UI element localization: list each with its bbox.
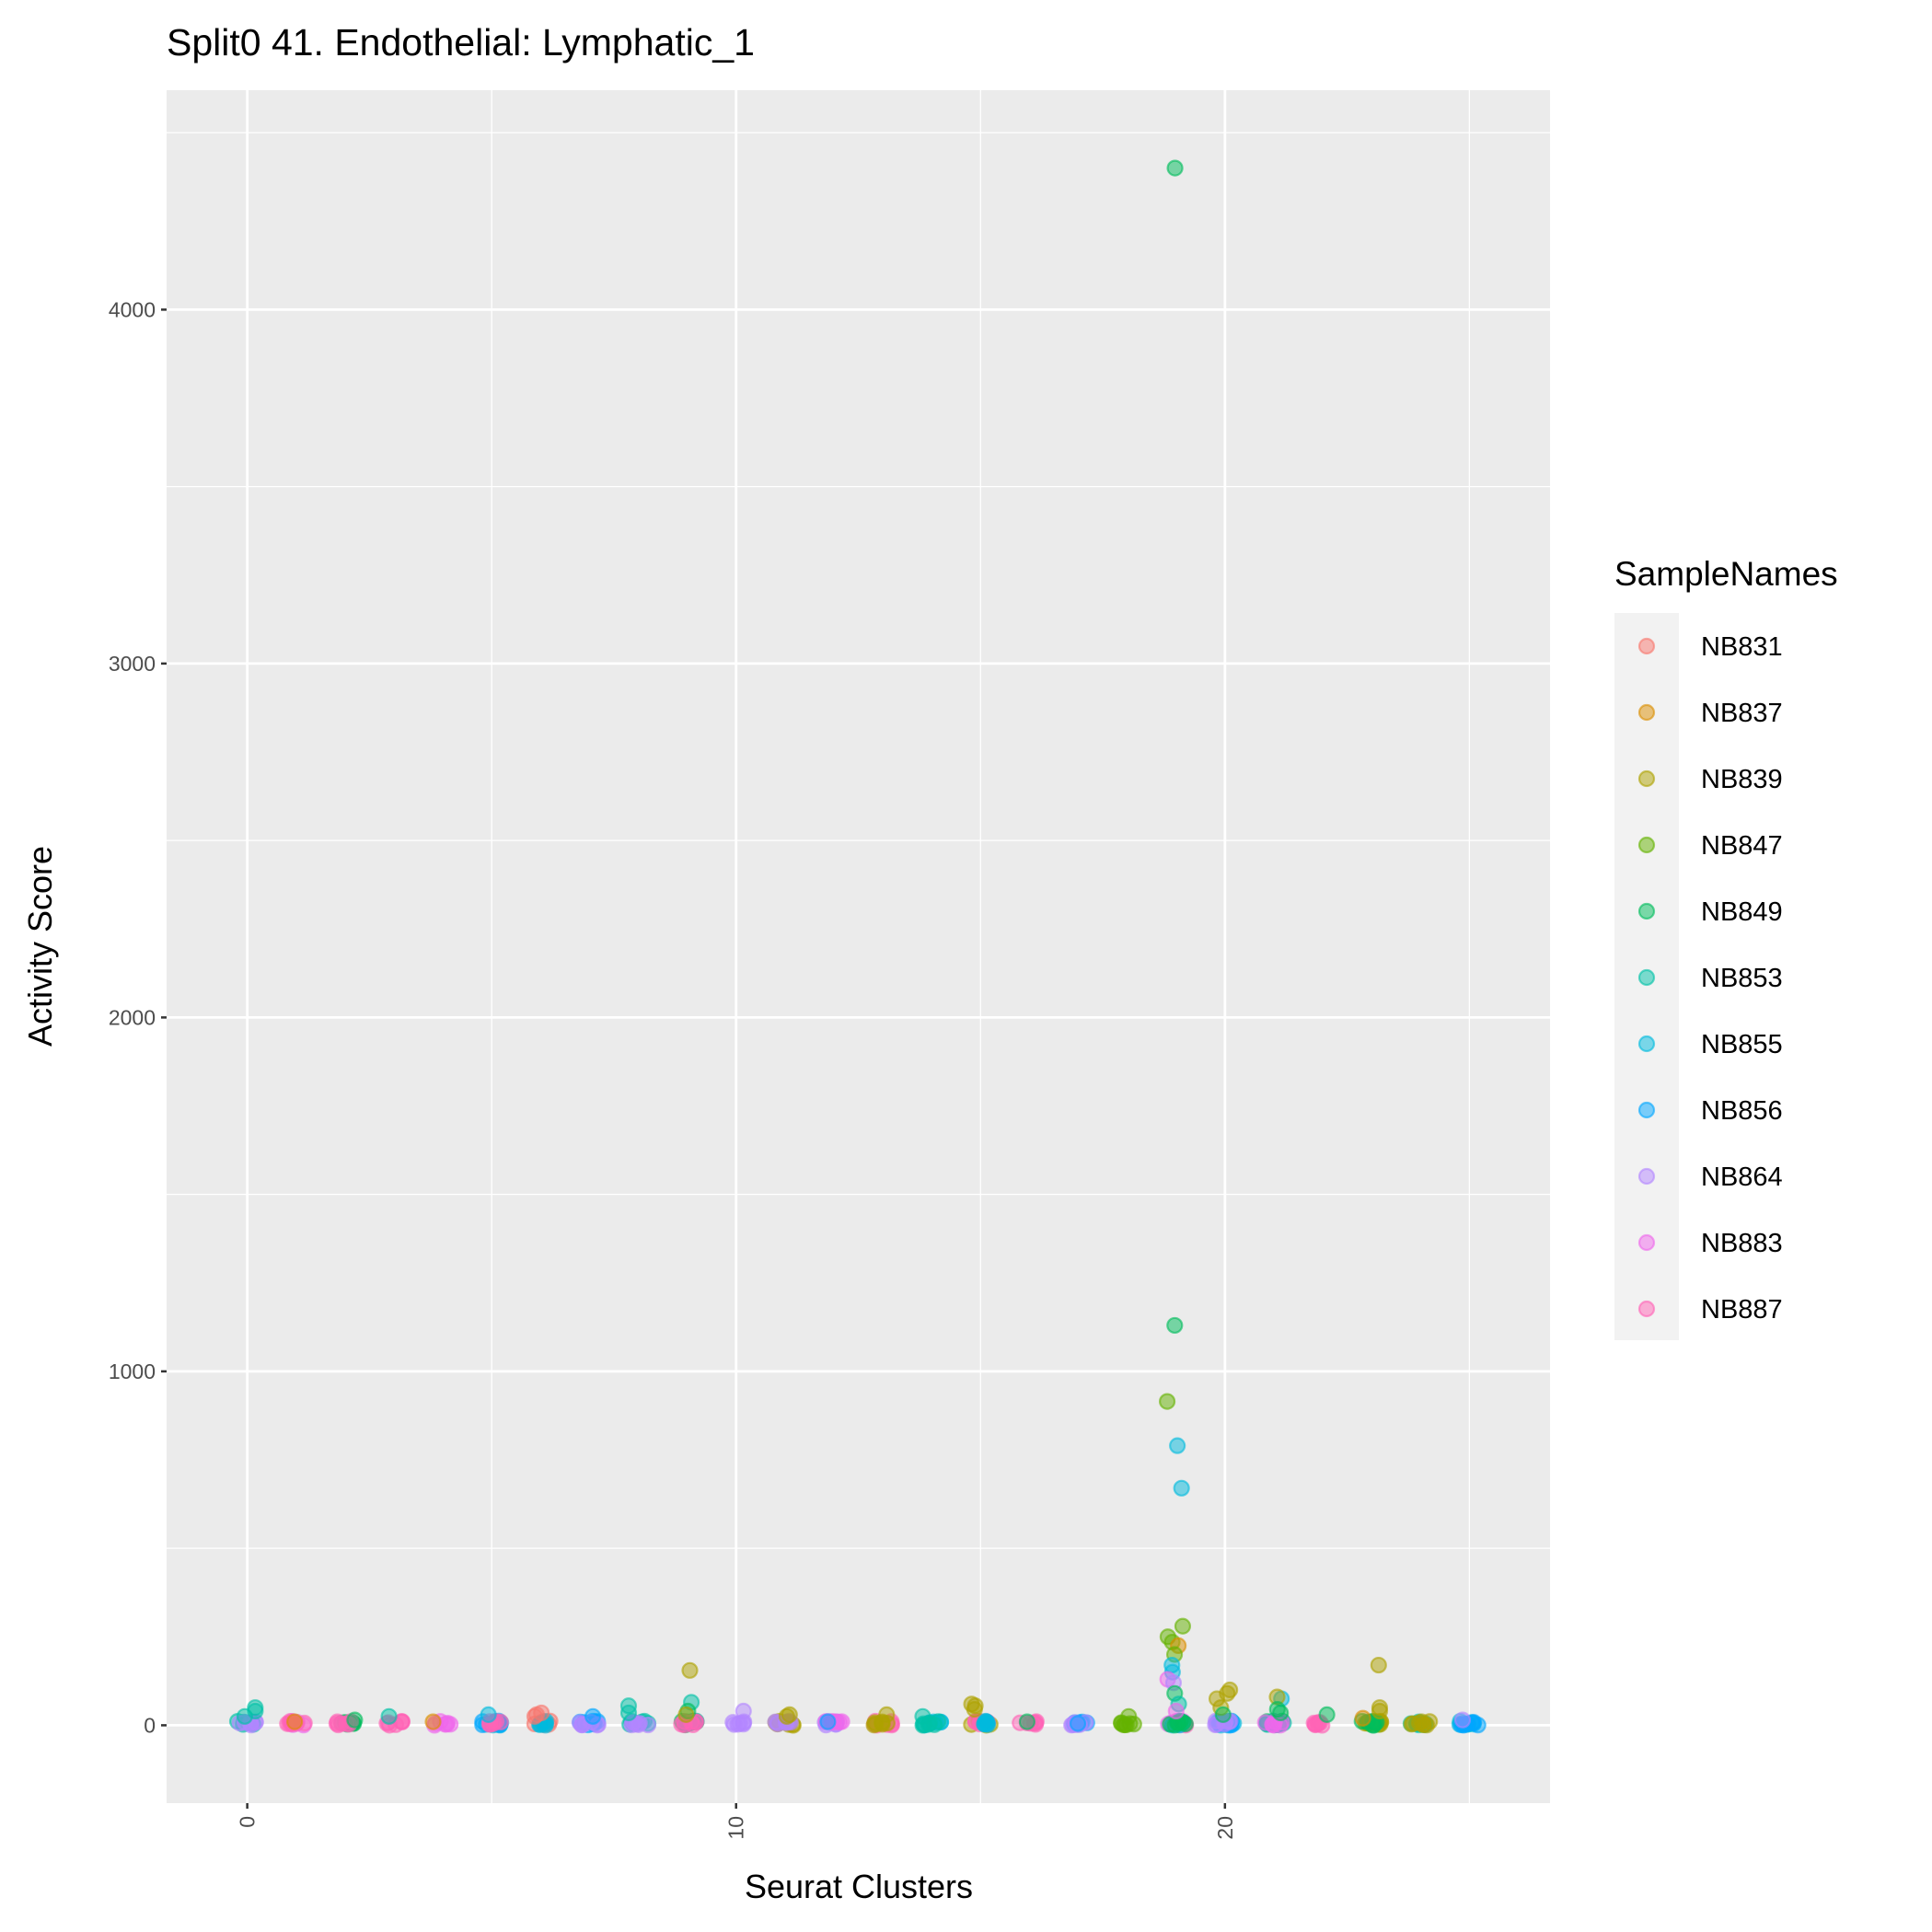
- y-tick-label: 4000: [109, 297, 156, 321]
- data-points: [228, 159, 1487, 1734]
- legend-label: NB883: [1701, 1229, 1783, 1258]
- data-point: [677, 1706, 695, 1723]
- data-point-bulk: [628, 1715, 645, 1733]
- data-point: [1371, 1702, 1389, 1720]
- y-axis-label: Activity Score: [21, 846, 59, 1047]
- legend-key-nb883: [1637, 1233, 1656, 1252]
- data-point: [1174, 1617, 1192, 1635]
- data-point: [1166, 159, 1184, 177]
- x-axis-label: Seurat Clusters: [745, 1868, 973, 1905]
- data-point: [1318, 1706, 1336, 1723]
- data-point-bulk: [724, 1714, 742, 1731]
- data-point: [914, 1707, 931, 1725]
- legend-label: NB855: [1701, 1030, 1783, 1059]
- data-point: [584, 1707, 602, 1725]
- chart-title: Split0 41. Endothelial: Lymphatic_1: [167, 21, 755, 64]
- data-point: [247, 1699, 264, 1717]
- data-point: [424, 1713, 442, 1730]
- data-point: [878, 1706, 896, 1723]
- x-tick-label: 10: [724, 1816, 748, 1840]
- legend-key-nb864: [1637, 1167, 1656, 1186]
- x-tick-label: 0: [236, 1816, 260, 1828]
- legend-label: NB853: [1701, 964, 1783, 993]
- legend: SampleNames NB831 NB837 NB839 NB847 NB849 NB8…: [1614, 555, 1838, 1340]
- y-tick-label: 1000: [109, 1359, 156, 1383]
- data-point: [286, 1713, 304, 1730]
- data-point: [819, 1713, 837, 1730]
- data-point: [681, 1661, 699, 1679]
- data-point: [778, 1707, 796, 1725]
- data-point: [966, 1701, 983, 1718]
- legend-key-nb853: [1637, 968, 1656, 987]
- data-point: [1173, 1479, 1190, 1497]
- legend-label: NB831: [1701, 632, 1783, 662]
- legend-key-nb856: [1637, 1101, 1656, 1119]
- gridlines: [167, 90, 1550, 1803]
- legend-key-nb849: [1637, 902, 1656, 920]
- legend-key-nb839: [1637, 769, 1656, 788]
- legend-key-nb837: [1637, 703, 1656, 722]
- data-point: [1158, 1393, 1176, 1410]
- legend-label: NB839: [1701, 765, 1783, 794]
- legend-label: NB887: [1701, 1295, 1783, 1325]
- data-point: [619, 1704, 638, 1722]
- data-point: [1453, 1711, 1472, 1729]
- data-point: [1167, 1702, 1185, 1720]
- plot-panel: [167, 90, 1550, 1803]
- legend-label: NB837: [1701, 699, 1783, 728]
- data-point: [526, 1707, 544, 1725]
- data-point: [735, 1702, 752, 1720]
- data-point: [1169, 1437, 1186, 1454]
- legend-label: NB849: [1701, 897, 1783, 927]
- legend-key-nb847: [1637, 836, 1656, 854]
- data-point: [1166, 1316, 1184, 1335]
- data-point: [1221, 1681, 1239, 1699]
- data-point: [1163, 1656, 1181, 1674]
- legend-key-nb887: [1637, 1300, 1656, 1318]
- data-point: [1214, 1706, 1232, 1723]
- y-tick-label: 2000: [109, 1005, 156, 1029]
- data-point: [1120, 1707, 1138, 1725]
- data-point: [1272, 1704, 1290, 1722]
- y-tick-label: 0: [144, 1713, 156, 1737]
- data-point: [236, 1707, 254, 1725]
- data-point: [1354, 1709, 1371, 1727]
- legend-key-nb831: [1637, 637, 1656, 655]
- axes: 0 1000 2000 3000 4000 0 10 20: [109, 297, 1237, 1839]
- legend-label: NB864: [1701, 1163, 1783, 1192]
- data-point-bulk: [833, 1713, 850, 1730]
- data-point: [480, 1706, 497, 1723]
- y-tick-label: 3000: [109, 652, 156, 676]
- data-point: [1413, 1713, 1430, 1730]
- legend-title: SampleNames: [1614, 555, 1838, 593]
- data-point-bulk: [330, 1716, 347, 1734]
- data-point: [380, 1707, 398, 1725]
- data-point-bulk: [978, 1713, 995, 1730]
- data-point: [1018, 1713, 1036, 1730]
- legend-key-nb855: [1637, 1035, 1656, 1053]
- data-point: [1370, 1656, 1387, 1674]
- legend-label: NB847: [1701, 831, 1783, 861]
- legend-label: NB856: [1701, 1096, 1783, 1126]
- data-point: [346, 1711, 364, 1729]
- x-tick-label: 20: [1213, 1816, 1237, 1840]
- data-point-bulk: [930, 1713, 947, 1730]
- data-point: [1069, 1715, 1087, 1732]
